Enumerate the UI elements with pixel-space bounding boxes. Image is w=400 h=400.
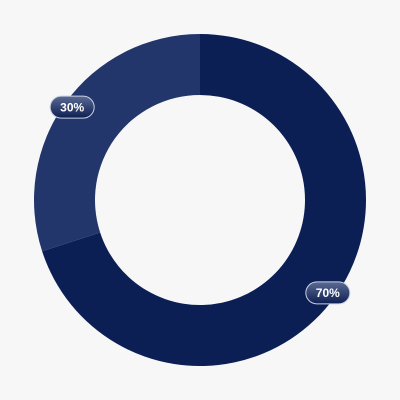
value-label: 30% — [60, 100, 84, 114]
donut-segment — [33, 33, 201, 252]
donut-segment — [42, 34, 366, 366]
label-badge — [305, 281, 351, 305]
value-label: 70% — [316, 286, 340, 300]
label-badge — [49, 95, 95, 119]
